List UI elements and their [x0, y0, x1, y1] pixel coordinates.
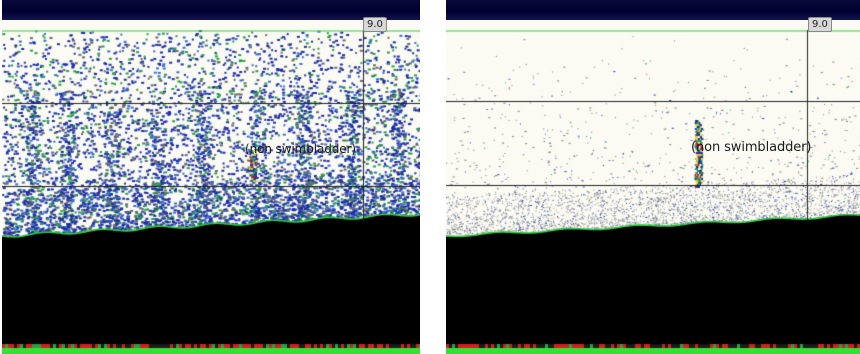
range-marker-label: 9.0	[363, 17, 387, 32]
echogram-panel-right: 9.0 (non swimbladder)	[446, 0, 860, 354]
echogram-header-bar	[446, 0, 860, 20]
target-annotation-label: (non swimbladder)	[691, 140, 812, 155]
range-marker-label: 9.0	[808, 17, 832, 32]
target-annotation-label: (non swimbladder)	[245, 142, 356, 156]
echogram-canvas-left	[2, 0, 420, 354]
echogram-header-bar	[2, 0, 420, 20]
echogram-canvas-right	[446, 0, 860, 354]
echogram-panel-left: 9.0 (non swimbladder)	[2, 0, 420, 354]
